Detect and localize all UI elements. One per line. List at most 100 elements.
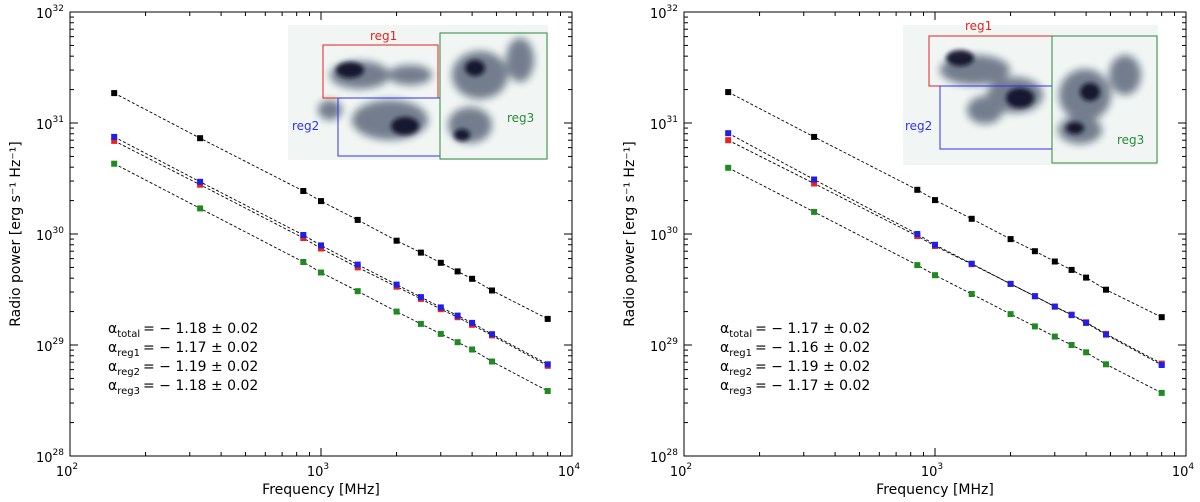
data-point-reg2	[318, 242, 324, 249]
x-tick-label: 103	[307, 462, 329, 480]
data-point-reg3	[1007, 311, 1014, 318]
data-point-reg3	[111, 160, 118, 167]
data-point-total	[811, 133, 818, 140]
data-point-reg3	[454, 339, 461, 346]
data-point-reg2	[354, 261, 361, 268]
data-point-reg2	[197, 178, 204, 185]
data-point-total	[111, 90, 118, 97]
data-point-reg2	[393, 281, 400, 288]
data-point-total	[932, 197, 938, 204]
annotation-value: = − 1.19 ± 0.02	[143, 359, 258, 375]
y-tick-label: 1031	[36, 115, 64, 133]
data-point-reg2	[300, 232, 307, 238]
data-point-reg3	[437, 330, 444, 337]
data-point-total	[1103, 286, 1109, 293]
annotation-sub: reg3	[117, 386, 140, 397]
inset-label-reg1: reg1	[370, 29, 397, 43]
annotation-reg3: αreg3 = − 1.18 ± 0.02	[108, 378, 258, 397]
data-point-reg2	[1031, 293, 1038, 300]
inset-label-reg1: reg1	[965, 19, 992, 33]
series-line-reg1	[113, 140, 548, 367]
x-tick-label: 103	[921, 462, 943, 480]
annotation-value: = − 1.18 ± 0.02	[143, 378, 258, 394]
y-tick-label: 1028	[36, 448, 64, 466]
data-point-reg3	[1083, 349, 1090, 356]
y-axis-label: Radio power [erg s⁻¹ Hz⁻¹]	[8, 141, 24, 327]
y-tick-label: 1032	[36, 4, 64, 22]
x-axis-label: Frequency [MHz]	[262, 482, 380, 498]
y-tick-label: 1031	[650, 115, 678, 133]
data-point-reg2	[1051, 303, 1058, 310]
data-point-total	[1083, 274, 1090, 281]
annotation-reg1: αreg1 = − 1.16 ± 0.02	[720, 340, 870, 359]
series-line-reg3	[727, 167, 1162, 394]
data-point-reg2	[544, 361, 551, 368]
data-point-total	[544, 315, 551, 322]
data-point-reg2	[111, 133, 118, 140]
data-point-reg2	[968, 260, 975, 267]
data-point-reg2	[469, 319, 476, 326]
data-point-reg3	[469, 346, 476, 353]
annotation-value: = − 1.19 ± 0.02	[755, 359, 870, 375]
data-point-total	[1007, 236, 1014, 243]
data-point-reg2	[811, 176, 818, 183]
x-tick-label: 102	[670, 462, 692, 480]
data-point-reg3	[932, 272, 938, 279]
data-point-reg3	[914, 262, 921, 269]
annotation-sub: reg1	[729, 348, 752, 359]
inset-label-reg2: reg2	[905, 119, 932, 133]
annotation-reg2: αreg2 = − 1.19 ± 0.02	[108, 359, 258, 378]
data-point-reg3	[318, 269, 324, 276]
series-line-reg1	[727, 139, 1162, 364]
annotation-value: = − 1.16 ± 0.02	[755, 340, 870, 356]
chart-marks-left: 102 103 104 1028 1029 1030 1031 1032	[36, 4, 580, 480]
y-tick-label: 1030	[650, 226, 678, 244]
annotation-value: = − 1.18 ± 0.02	[143, 321, 258, 337]
data-point-reg3	[725, 164, 732, 171]
annotation-reg2: αreg2 = − 1.19 ± 0.02	[720, 359, 870, 378]
data-point-reg2	[1068, 312, 1075, 319]
data-point-reg2	[1007, 280, 1014, 287]
data-point-reg1	[725, 137, 732, 144]
x-tick-label: 104	[558, 462, 581, 480]
data-point-reg1	[111, 137, 118, 144]
data-point-reg2	[1158, 362, 1165, 368]
data-point-total	[197, 135, 204, 142]
data-point-reg2	[489, 331, 495, 338]
data-point-total	[318, 198, 324, 205]
data-point-reg3	[968, 291, 975, 297]
data-point-reg1	[318, 245, 324, 252]
series-line-reg2	[113, 136, 548, 365]
data-point-reg1	[811, 180, 818, 187]
annotation-sub: total	[729, 329, 752, 340]
data-point-reg2	[725, 130, 732, 137]
inset-image-right	[903, 25, 1158, 165]
annotation-value: = − 1.17 ± 0.02	[143, 340, 258, 356]
data-point-total	[1158, 314, 1165, 321]
annotation-sub: reg2	[729, 367, 752, 378]
data-point-total	[968, 215, 975, 222]
data-point-reg3	[1068, 342, 1075, 348]
data-point-total	[914, 186, 921, 193]
annotation-total: αtotal = − 1.18 ± 0.02	[108, 321, 258, 340]
data-point-reg3	[300, 259, 307, 265]
data-point-total	[1068, 266, 1075, 273]
annotation-block: αtotal = − 1.17 ± 0.02 αreg1 = − 1.16 ± 0.…	[720, 321, 870, 397]
reg3-box	[439, 32, 548, 160]
reg3-box	[1051, 35, 1158, 164]
inset-label-reg3: reg3	[1117, 133, 1144, 147]
inset-label-reg3: reg3	[507, 111, 534, 125]
annotation-value: = − 1.17 ± 0.02	[755, 321, 870, 337]
data-point-total	[1031, 248, 1038, 255]
annotation-total: αtotal = − 1.17 ± 0.02	[720, 321, 870, 340]
y-axis-label: Radio power [erg s⁻¹ Hz⁻¹]	[622, 141, 638, 327]
data-point-reg2	[1083, 319, 1090, 326]
annotation-sub: reg2	[117, 367, 140, 378]
data-point-reg2	[914, 231, 921, 237]
annotation-reg1: αreg1 = − 1.17 ± 0.02	[108, 340, 258, 359]
y-tick-label: 1029	[650, 337, 678, 355]
data-point-reg3	[489, 358, 495, 365]
data-point-reg3	[1051, 333, 1058, 340]
data-point-total	[469, 275, 476, 282]
